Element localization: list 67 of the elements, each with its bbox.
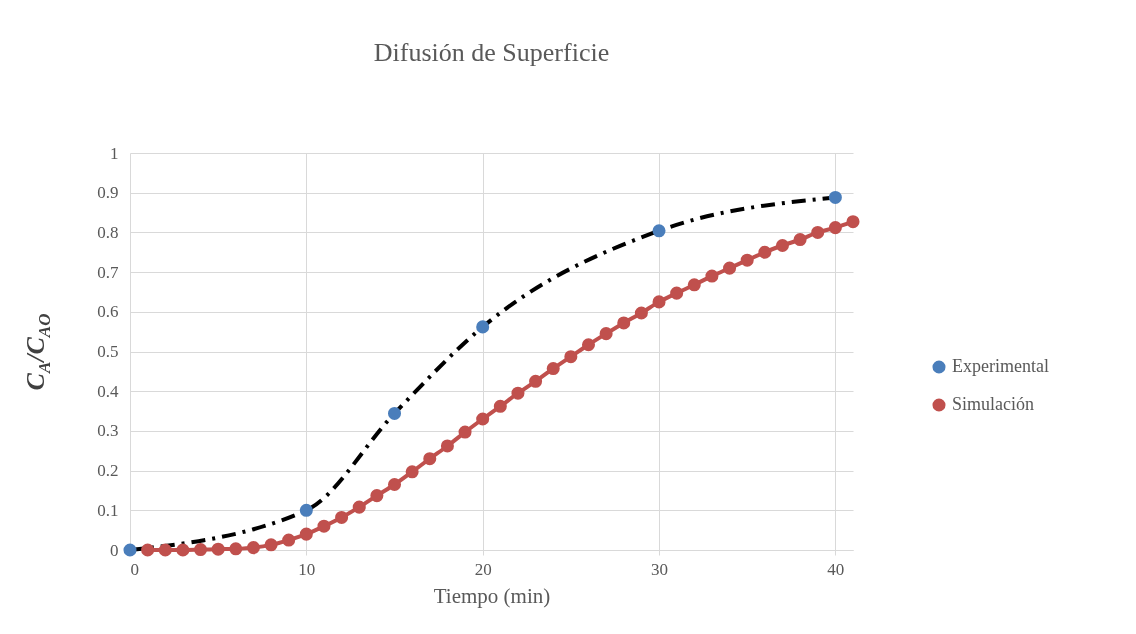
point — [370, 489, 384, 503]
chart-title: Difusión de Superficie — [373, 38, 610, 67]
point — [670, 286, 684, 300]
legend-label: Simulación — [952, 394, 1034, 414]
point — [194, 543, 208, 557]
point — [246, 541, 260, 555]
point — [282, 533, 296, 547]
point — [176, 543, 190, 557]
x-tick-label: 0 — [130, 559, 139, 579]
point — [828, 221, 842, 235]
y-tick-label: 0.4 — [97, 381, 119, 401]
point — [758, 245, 772, 259]
y-tick-label: 0.1 — [97, 500, 119, 520]
point — [529, 374, 543, 388]
point — [405, 465, 419, 479]
point — [387, 477, 402, 491]
y-tick-label: 0.6 — [97, 302, 119, 322]
point — [211, 542, 225, 556]
point — [229, 542, 243, 556]
point — [599, 327, 613, 341]
point — [264, 538, 278, 552]
x-tick-label: 20 — [474, 559, 492, 579]
point — [458, 425, 472, 439]
point — [546, 362, 560, 376]
y-tick-label: 0.8 — [97, 222, 119, 242]
point — [723, 261, 737, 275]
point — [811, 225, 825, 239]
y-tick-label: 0.3 — [97, 421, 119, 441]
point — [387, 406, 402, 420]
point — [846, 215, 860, 229]
point — [476, 320, 490, 334]
point — [335, 510, 349, 524]
point — [793, 233, 807, 247]
point — [299, 503, 313, 517]
point — [440, 439, 454, 453]
x-tick-label: 30 — [651, 559, 669, 579]
point — [828, 190, 842, 204]
point — [652, 295, 666, 309]
y-tick-label: 0 — [110, 540, 119, 560]
point — [352, 500, 366, 514]
point — [493, 399, 507, 413]
point — [564, 350, 578, 364]
legend-label: Experimental — [952, 356, 1049, 376]
point — [299, 527, 313, 541]
point — [317, 519, 331, 533]
point — [123, 543, 137, 557]
point — [476, 412, 490, 426]
point — [581, 338, 596, 352]
x-axis-title: Tiempo (min) — [433, 583, 551, 608]
y-tick-label: 0.5 — [97, 342, 119, 361]
point — [141, 543, 155, 557]
point — [775, 238, 789, 253]
point — [617, 316, 631, 330]
point — [158, 543, 172, 557]
point — [634, 306, 648, 320]
point — [740, 253, 754, 267]
point — [423, 452, 437, 466]
point — [705, 269, 719, 283]
point — [687, 278, 701, 292]
point — [511, 386, 525, 400]
point — [652, 224, 666, 238]
y-tick-label: 0.9 — [97, 183, 119, 203]
y-tick-label: 0.7 — [97, 262, 119, 282]
x-tick-label: 40 — [827, 559, 845, 579]
y-tick-label: 1 — [110, 143, 119, 163]
x-tick-label: 10 — [298, 559, 316, 579]
y-tick-label: 0.2 — [97, 461, 119, 481]
